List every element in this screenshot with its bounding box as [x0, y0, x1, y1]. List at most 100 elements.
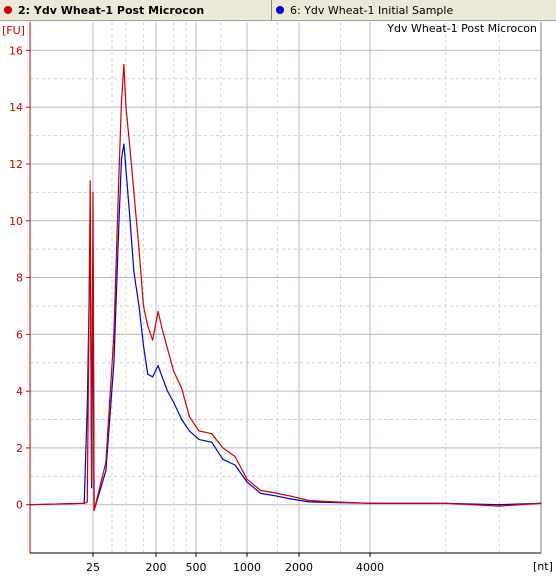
series-point — [142, 345, 145, 347]
series-point — [290, 495, 292, 497]
series-point — [29, 504, 31, 506]
sample-tab-bar: 2: Ydv Wheat-1 Post Microcon 6: Ydv Whea… — [0, 0, 556, 21]
series-point — [147, 325, 149, 327]
series-point — [290, 498, 292, 500]
series-point — [498, 504, 500, 506]
y-axis-label: [FU] — [2, 24, 25, 37]
series-point — [138, 248, 140, 250]
series-point — [142, 305, 145, 307]
tab-post-microcon[interactable]: 2: Ydv Wheat-1 Post Microcon — [4, 0, 270, 20]
y-tick-label: 2 — [16, 442, 23, 455]
series-line — [29, 63, 542, 511]
tab-initial-sample[interactable]: 6: Ydv Wheat-1 Initial Sample — [276, 0, 552, 20]
series-point — [540, 502, 542, 504]
x-axis-label: [nt] — [533, 560, 553, 573]
series-point — [222, 458, 224, 460]
series-point — [118, 225, 120, 227]
grid-lines — [30, 22, 541, 553]
series-point — [276, 492, 278, 494]
series-point — [166, 348, 169, 350]
series-point — [120, 100, 123, 103]
axes: 0 2 4 6 8 10 12 14 16 25 200 500 1000 2000 4000 — [9, 22, 542, 574]
tab-divider — [271, 0, 272, 20]
series-point — [120, 157, 123, 159]
series-point — [260, 489, 262, 492]
series-point — [161, 376, 163, 378]
x-tick-label: 4000 — [356, 561, 384, 574]
series-point — [181, 418, 183, 421]
series-point — [118, 177, 120, 179]
series-point — [188, 416, 190, 418]
series-point — [91, 487, 93, 489]
series-point — [133, 271, 135, 273]
series-point — [129, 220, 131, 222]
series-point — [173, 401, 175, 404]
series-point — [129, 149, 131, 151]
x-tick-label: 200 — [146, 561, 167, 574]
y-tick-label: 6 — [16, 328, 23, 341]
y-tick-label: 12 — [9, 158, 23, 171]
chart-title: Ydv Wheat-1 Post Microcon — [386, 22, 537, 35]
y-tick-label: 4 — [16, 385, 23, 398]
series-point — [276, 495, 278, 497]
series-lines — [29, 63, 542, 511]
series-point — [211, 441, 213, 443]
x-tick-label: 1000 — [233, 561, 261, 574]
electropherogram-chart: 0 2 4 6 8 10 12 14 16 25 200 500 1000 2000 4000 Ydv Wh… — [2, 22, 553, 574]
x-tick-label: 2000 — [285, 561, 313, 574]
series-point — [308, 499, 310, 502]
series-point — [222, 447, 224, 449]
series-point — [161, 328, 163, 330]
series-point — [91, 481, 93, 483]
series-point — [332, 501, 335, 503]
tab-post-microcon-label: 2: Ydv Wheat-1 Post Microcon — [18, 3, 205, 17]
y-tick-label: 16 — [9, 44, 23, 57]
y-tick-label: 8 — [16, 272, 23, 285]
series-point — [166, 390, 169, 392]
series-point — [152, 376, 154, 378]
series-point — [138, 305, 140, 307]
series-point — [246, 481, 248, 483]
series-point — [83, 502, 85, 504]
series-point — [157, 311, 159, 313]
series-point — [133, 191, 135, 193]
series-point — [123, 64, 125, 66]
series-point — [113, 362, 115, 364]
series-point — [246, 478, 248, 480]
y-tick-label: 10 — [9, 215, 23, 228]
series-point — [125, 169, 127, 171]
series-point — [369, 502, 371, 504]
x-tick-label: 500 — [186, 561, 207, 574]
series-point — [92, 191, 94, 193]
series-point — [211, 433, 213, 435]
series-point — [234, 464, 236, 466]
series-point — [113, 333, 115, 335]
series-point — [89, 180, 91, 182]
y-tick-label: 14 — [9, 101, 23, 114]
red-sample-dot-icon — [4, 6, 12, 14]
x-tick-label: 25 — [86, 561, 100, 574]
series-point — [234, 455, 236, 458]
y-tick-label: 0 — [16, 499, 23, 512]
series-point — [260, 492, 262, 494]
series-point — [173, 370, 175, 372]
series-point — [105, 461, 107, 463]
tab-initial-sample-label: 6: Ydv Wheat-1 Initial Sample — [290, 3, 454, 17]
series-trace — [29, 63, 542, 511]
series-point — [198, 438, 200, 440]
series-point — [105, 470, 107, 472]
series-point — [125, 106, 127, 108]
series-point — [123, 143, 125, 145]
blue-sample-dot-icon — [276, 6, 284, 14]
series-point — [498, 505, 500, 507]
series-point — [147, 373, 149, 375]
series-point — [308, 501, 310, 503]
series-point — [152, 339, 154, 341]
series-point — [188, 430, 190, 432]
series-point — [445, 502, 447, 504]
series-point — [93, 509, 95, 511]
series-point — [181, 387, 183, 389]
series-point — [157, 365, 159, 367]
series-point — [86, 501, 88, 503]
series-point — [198, 430, 200, 432]
